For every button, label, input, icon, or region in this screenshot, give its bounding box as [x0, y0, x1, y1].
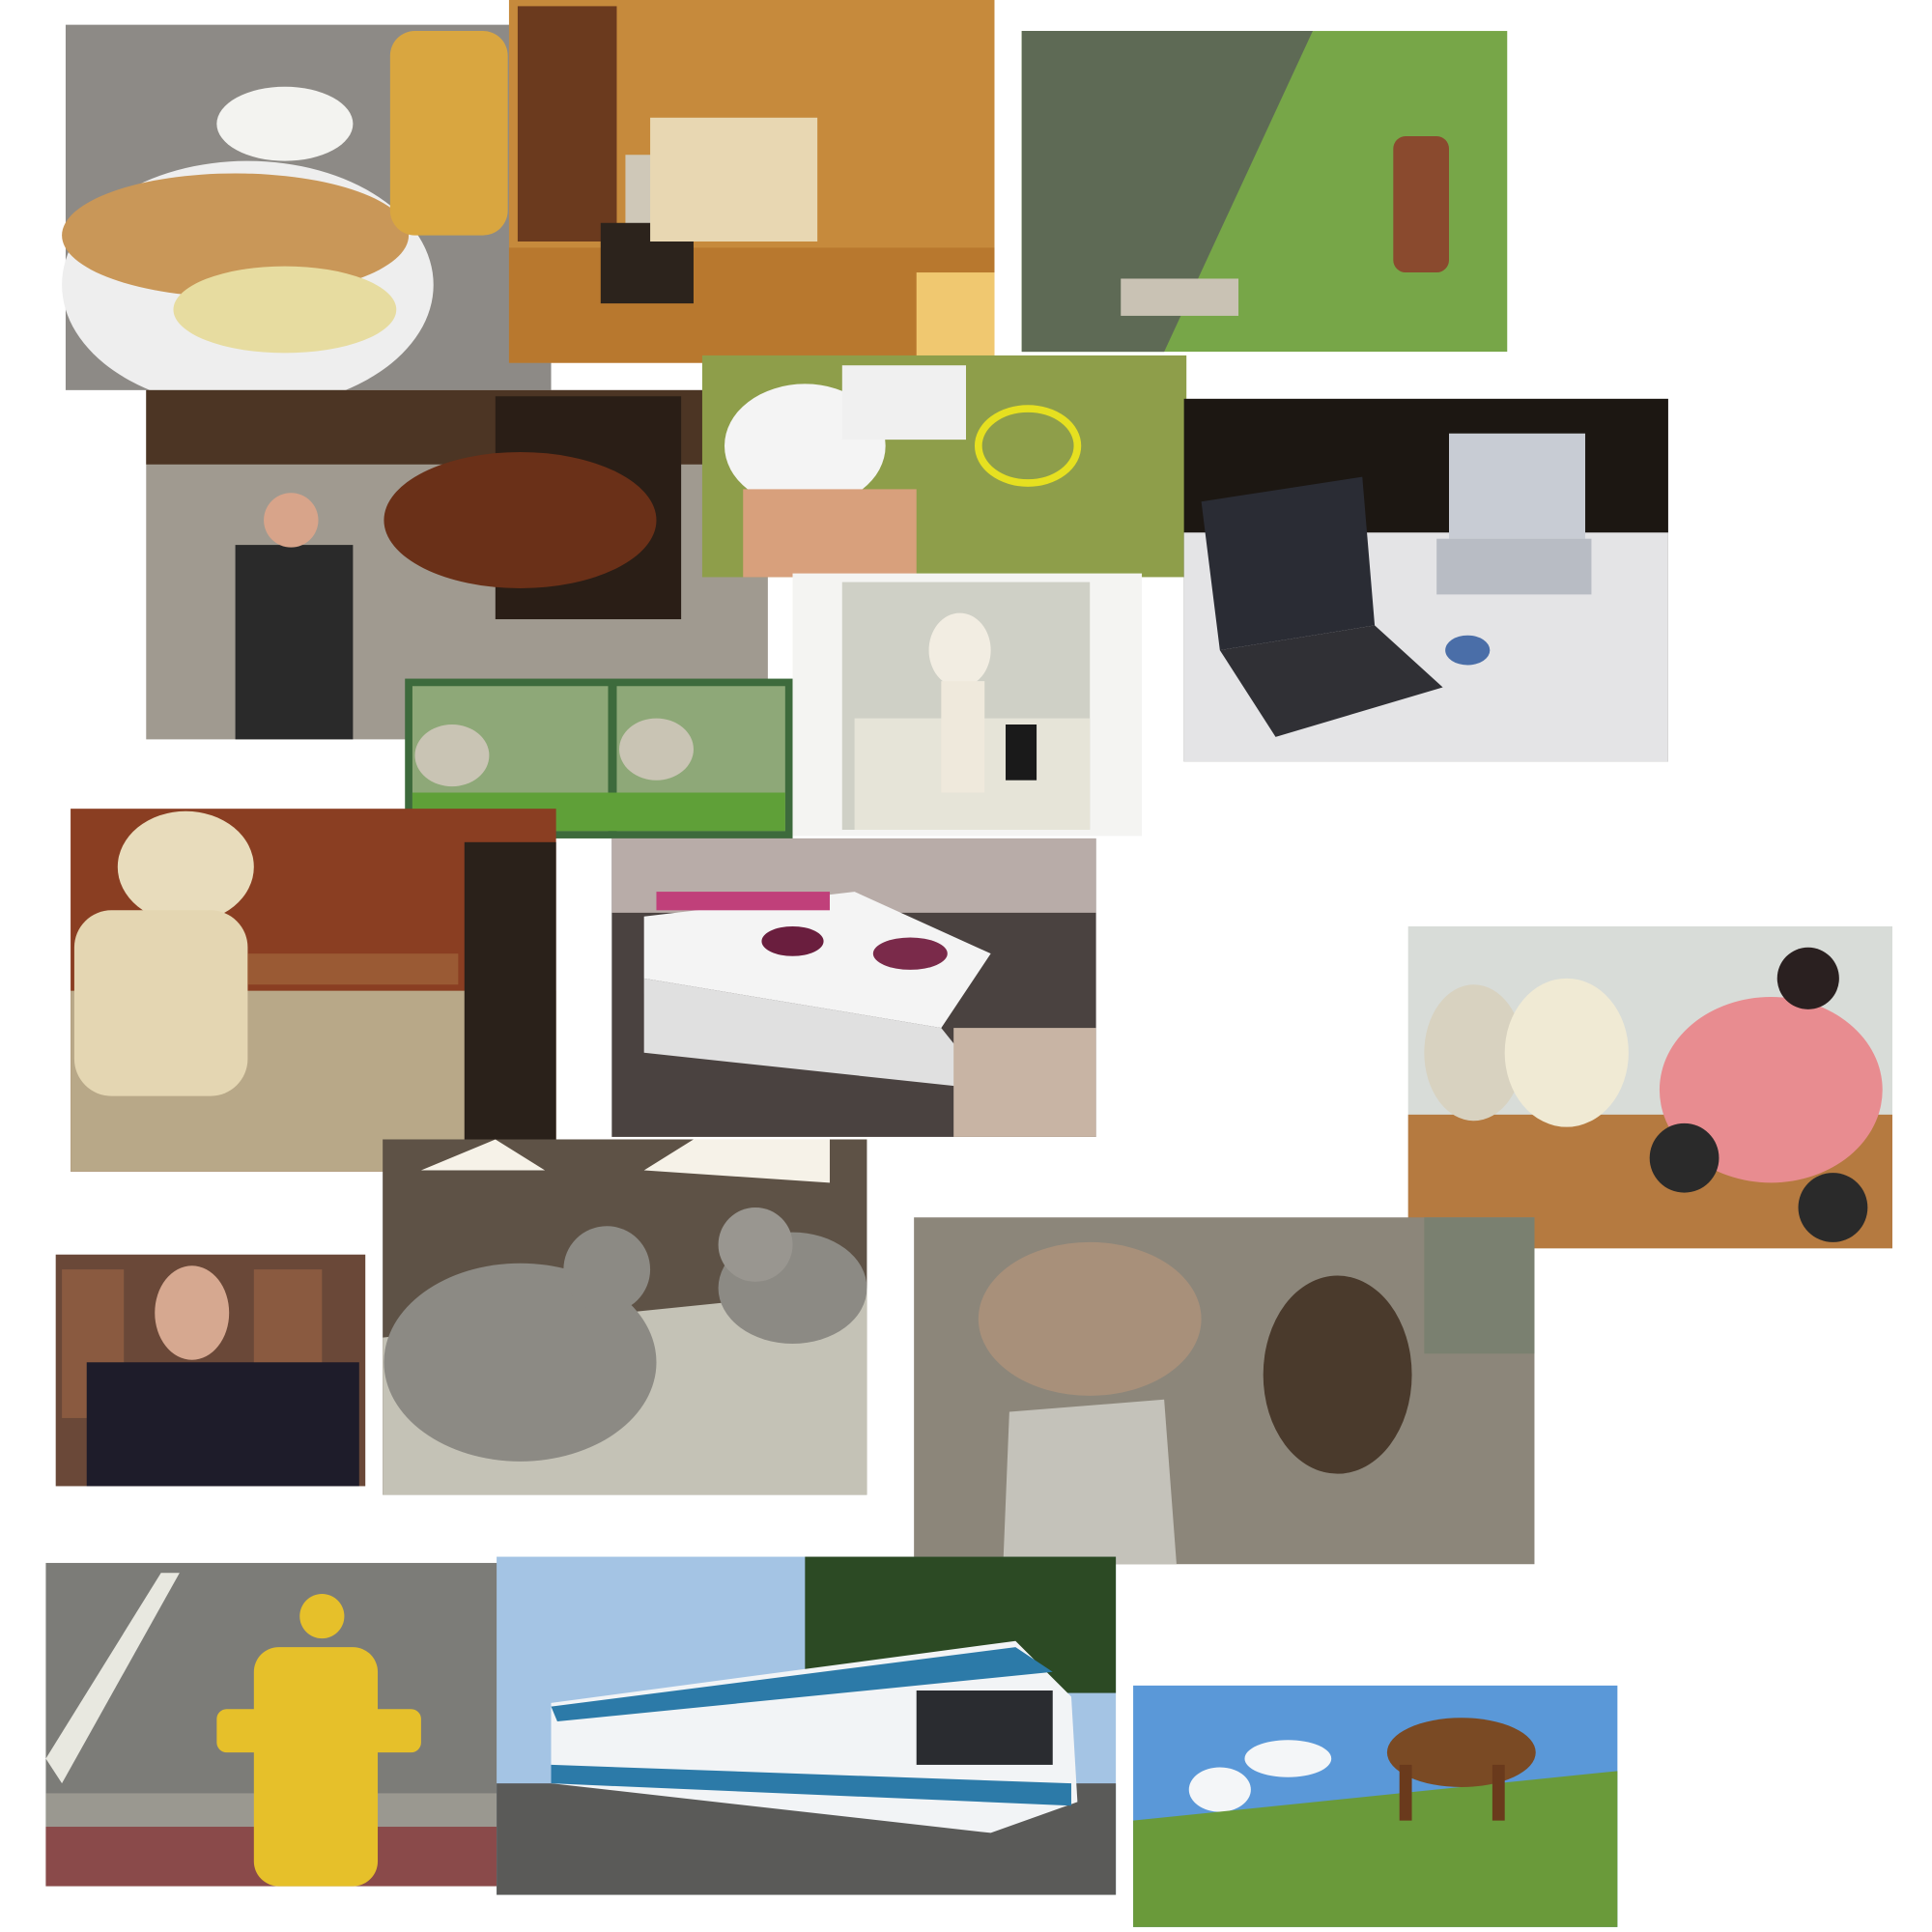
cloud: [1244, 1740, 1332, 1777]
pipe: [247, 953, 459, 985]
cat: [384, 1263, 657, 1462]
photo-sandwich: [62, 24, 552, 410]
tram-stripe: [551, 1764, 1071, 1806]
helmet: [1776, 947, 1839, 1009]
photo-laptops: [1183, 398, 1668, 762]
laptop-screen: [1201, 476, 1376, 651]
sofa: [916, 272, 995, 363]
photo-horse-field: [1133, 1685, 1618, 1927]
photo-tennis: [701, 355, 1187, 578]
water: [1021, 31, 1313, 353]
photo-bed: [611, 838, 1096, 1137]
filling: [173, 266, 397, 354]
mouse: [1445, 635, 1491, 666]
barrels: [464, 841, 556, 1152]
pillow: [761, 925, 824, 956]
photo-cats: [383, 1139, 867, 1495]
photo-tram: [497, 1556, 1117, 1895]
toilet-lid: [117, 810, 254, 923]
photo-bears: [914, 1217, 1535, 1565]
tapestry: [517, 6, 617, 242]
tram-stripe: [551, 1647, 1053, 1722]
ashtray: [216, 86, 354, 161]
hydrant: [253, 1647, 379, 1887]
sheep: [414, 724, 490, 787]
cat-head: [563, 1226, 651, 1313]
bread: [62, 173, 410, 298]
face: [264, 493, 319, 548]
bear: [1263, 1275, 1412, 1474]
wall: [1424, 1217, 1535, 1354]
road-line: [45, 1573, 180, 1784]
wheel: [1798, 1173, 1868, 1242]
laptop2-base: [1436, 538, 1592, 595]
hydrant-arms: [216, 1709, 421, 1753]
rock: [1003, 1399, 1177, 1565]
hydrant: [1393, 136, 1449, 273]
scooter-pink: [1659, 997, 1883, 1183]
photo-sheep: [405, 678, 793, 838]
photo-basement: [71, 809, 556, 1172]
laptop-base: [1219, 625, 1443, 737]
bed-base: [643, 978, 991, 1091]
bin: [1006, 724, 1037, 781]
lamp: [643, 1139, 830, 1183]
photo-bathroom: [792, 573, 1143, 837]
plaque: [1121, 278, 1239, 316]
toilet-lid: [928, 612, 991, 688]
photo-stable: [146, 389, 768, 740]
chair: [953, 1028, 1096, 1137]
fireplace: [650, 117, 818, 242]
photo-man: [55, 1254, 366, 1487]
pillow: [872, 937, 948, 970]
man: [235, 545, 354, 740]
horse: [384, 451, 657, 588]
horse-leg: [1492, 1764, 1505, 1821]
shirt: [841, 365, 966, 440]
wheel: [1649, 1122, 1719, 1193]
beer: [389, 31, 508, 236]
face: [155, 1265, 230, 1360]
scooter: [1424, 984, 1523, 1122]
legs: [743, 489, 917, 578]
cloud: [1188, 1767, 1251, 1812]
toilet: [941, 681, 985, 793]
duvet: [643, 892, 991, 1029]
photo-canal-hydrant: [1021, 31, 1508, 353]
jacket: [86, 1362, 359, 1487]
tram-front: [916, 1690, 1053, 1765]
photo-vespas: [1407, 925, 1892, 1249]
cat-head: [718, 1208, 793, 1282]
toilet: [73, 910, 248, 1096]
photo-living-room: [508, 0, 995, 363]
horse-leg: [1399, 1764, 1412, 1821]
runner: [656, 892, 830, 911]
scooter: [1504, 978, 1629, 1127]
laptop2-screen: [1449, 433, 1586, 539]
sheep: [619, 718, 694, 781]
photo-yellow-hydrant: [45, 1562, 533, 1887]
racket: [974, 405, 1082, 487]
hydrant-top: [299, 1594, 345, 1639]
bear: [978, 1241, 1202, 1396]
floor: [508, 247, 995, 363]
lamp: [420, 1139, 546, 1171]
